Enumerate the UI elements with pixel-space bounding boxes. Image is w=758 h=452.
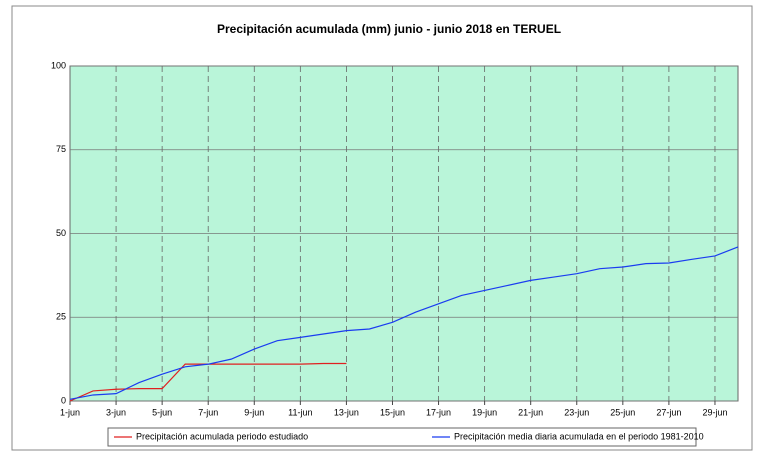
x-tick-label: 17-jun [426, 407, 451, 417]
y-tick-label: 100 [51, 60, 66, 70]
legend-label: Precipitación acumulada periodo estudiad… [136, 431, 308, 441]
x-tick-label: 13-jun [334, 407, 359, 417]
x-tick-label: 27-jun [656, 407, 681, 417]
y-tick-label: 50 [56, 228, 66, 238]
chart-title: Precipitación acumulada (mm) junio - jun… [217, 22, 561, 36]
legend-label: Precipitación media diaria acumulada en … [454, 431, 704, 441]
y-tick-label: 0 [61, 395, 66, 405]
y-tick-label: 25 [56, 312, 66, 322]
x-tick-label: 1-jun [60, 407, 80, 417]
series-line [69, 246, 739, 400]
x-tick-label: 25-jun [610, 407, 635, 417]
x-tick-label: 9-jun [244, 407, 264, 417]
legend-box [107, 427, 697, 447]
x-tick-label: 29-jun [702, 407, 727, 417]
x-tick-label: 3-jun [106, 407, 126, 417]
x-tick-label: 5-jun [152, 407, 172, 417]
x-tick-label: 7-jun [198, 407, 218, 417]
x-tick-label: 21-jun [518, 407, 543, 417]
x-tick-label: 15-jun [380, 407, 405, 417]
x-tick-label: 19-jun [472, 407, 497, 417]
x-tick-label: 23-jun [564, 407, 589, 417]
x-tick-label: 11-jun [288, 407, 312, 417]
y-tick-label: 75 [56, 144, 66, 154]
